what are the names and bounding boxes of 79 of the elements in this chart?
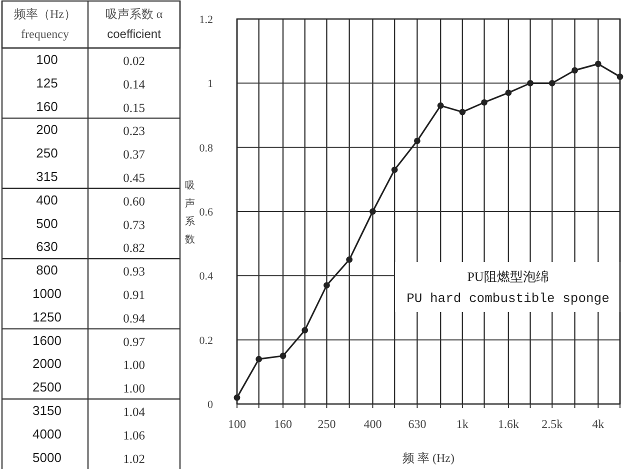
x-tick-label: 1k [456, 417, 468, 431]
x-tick-label: 400 [364, 417, 382, 431]
category-label: 100 [36, 52, 58, 67]
category-label: 2500 [32, 380, 62, 395]
y-tick-label: 0.8 [199, 142, 214, 154]
category-label: 800 [36, 262, 58, 278]
annotation: PU hard combustible sponge [406, 291, 610, 306]
text: 1.06 [123, 428, 145, 442]
x-tick-label: 250 [318, 417, 336, 431]
x-tick-label: 2.5k [542, 417, 563, 431]
category-label: 4000 [32, 426, 62, 442]
category-label: 315 [36, 169, 58, 184]
category-label: 630 [36, 239, 58, 254]
point [594, 60, 602, 68]
x-tick-label: 100 [228, 417, 246, 431]
category-label: 3150 [32, 403, 62, 418]
point [414, 138, 420, 144]
point [391, 166, 398, 173]
text: 0.93 [123, 264, 145, 279]
x-tick-label: 160 [274, 417, 292, 431]
point [437, 102, 444, 109]
text: 0.14 [123, 77, 145, 92]
x-tick-label: 1.6k [498, 417, 519, 431]
y-tick-label: 0.6 [199, 206, 214, 218]
text: frequency [21, 27, 69, 41]
category-label: 500 [36, 216, 58, 231]
text: 频率（Hz） [14, 7, 76, 21]
point [572, 67, 578, 74]
text: 0.37 [123, 148, 145, 162]
category-label: 160 [36, 98, 58, 114]
point [481, 99, 488, 106]
y-tick-label: 1.2 [199, 14, 213, 26]
annotation: PU阻燃型泡绵 [467, 269, 549, 284]
note: PU阻燃型泡绵 PU hard combustible sponge [395, 262, 622, 312]
point [505, 90, 512, 96]
text: 0.73 [123, 218, 145, 232]
point [256, 356, 262, 362]
text: 0.15 [123, 100, 145, 115]
text: 1.04 [123, 405, 145, 419]
point [370, 208, 376, 215]
category-label: 2000 [32, 356, 62, 372]
category-label: 1250 [32, 309, 62, 324]
text: 0.60 [123, 194, 145, 208]
text: 0.02 [123, 54, 145, 68]
point [346, 256, 353, 263]
y-tick-label: 1 [208, 78, 213, 90]
x-axis-title: 频 率 (Hz) [402, 451, 454, 465]
text: 0.45 [123, 171, 145, 185]
category-label: 250 [36, 146, 58, 161]
point [459, 108, 466, 116]
text: 0.91 [123, 288, 145, 302]
point [616, 74, 624, 80]
point [548, 80, 556, 86]
y-axis-title: 吸声系数 [185, 180, 195, 246]
category-label: 400 [36, 192, 58, 208]
x-tick-label: 4k [592, 417, 604, 431]
point [324, 282, 330, 288]
point [527, 80, 534, 86]
y-tick-label: 0 [208, 399, 214, 411]
text: 吸声系数 α [105, 7, 164, 21]
text: 0.23 [123, 124, 145, 138]
x-tick-label: 630 [408, 417, 426, 431]
text: coefficient [107, 27, 162, 41]
text: 0.97 [123, 334, 145, 349]
y-tick-label: 0.4 [199, 270, 214, 283]
category-label: 1000 [32, 286, 62, 301]
text: 1.00 [123, 358, 145, 372]
point [280, 352, 286, 360]
text: 0.94 [123, 311, 145, 326]
text: 1.00 [123, 382, 145, 396]
category-label: 1600 [32, 332, 62, 348]
category-label: 125 [36, 75, 58, 90]
text: 1.02 [123, 452, 145, 466]
y-tick-label: 0.2 [199, 334, 213, 347]
point [234, 394, 240, 401]
point [302, 327, 308, 334]
category-label: 200 [36, 122, 58, 138]
text: 0.82 [123, 241, 145, 256]
category-label: 5000 [32, 450, 62, 465]
